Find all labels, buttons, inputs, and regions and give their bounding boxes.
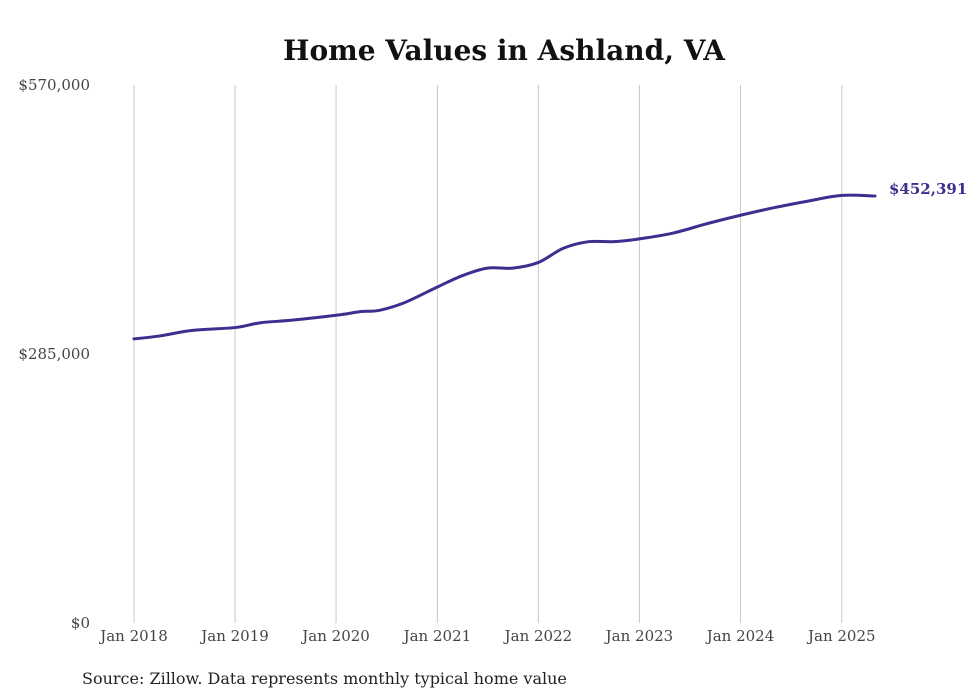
series-layer: $452,391 (132, 180, 967, 341)
y-tick-label: $570,000 (18, 76, 90, 94)
x-tick-label: Jan 2022 (503, 627, 573, 645)
x-tick-label: Jan 2023 (604, 627, 674, 645)
x-tick-label: Jan 2021 (402, 627, 472, 645)
series-line (132, 193, 877, 341)
grid-lines (133, 85, 843, 623)
x-axis-ticks: Jan 2018 Jan 2019 Jan 2020 Jan 2021 Jan 2022… (98, 627, 875, 645)
x-tick-label: Jan 2018 (98, 627, 168, 645)
x-tick-label: Jan 2024 (705, 627, 775, 645)
y-axis-ticks: $0 $285,000 $570,000 (18, 76, 90, 632)
y-tick-label: $0 (71, 614, 90, 632)
chart-title: Home Values in Ashland, VA (283, 34, 726, 67)
x-tick-label: Jan 2020 (300, 627, 370, 645)
end-value-label: $452,391 (889, 180, 967, 198)
source-note: Source: Zillow. Data represents monthly … (82, 669, 567, 688)
x-tick-label: Jan 2019 (199, 627, 269, 645)
y-tick-label: $285,000 (18, 345, 90, 363)
x-tick-label: Jan 2025 (806, 627, 876, 645)
